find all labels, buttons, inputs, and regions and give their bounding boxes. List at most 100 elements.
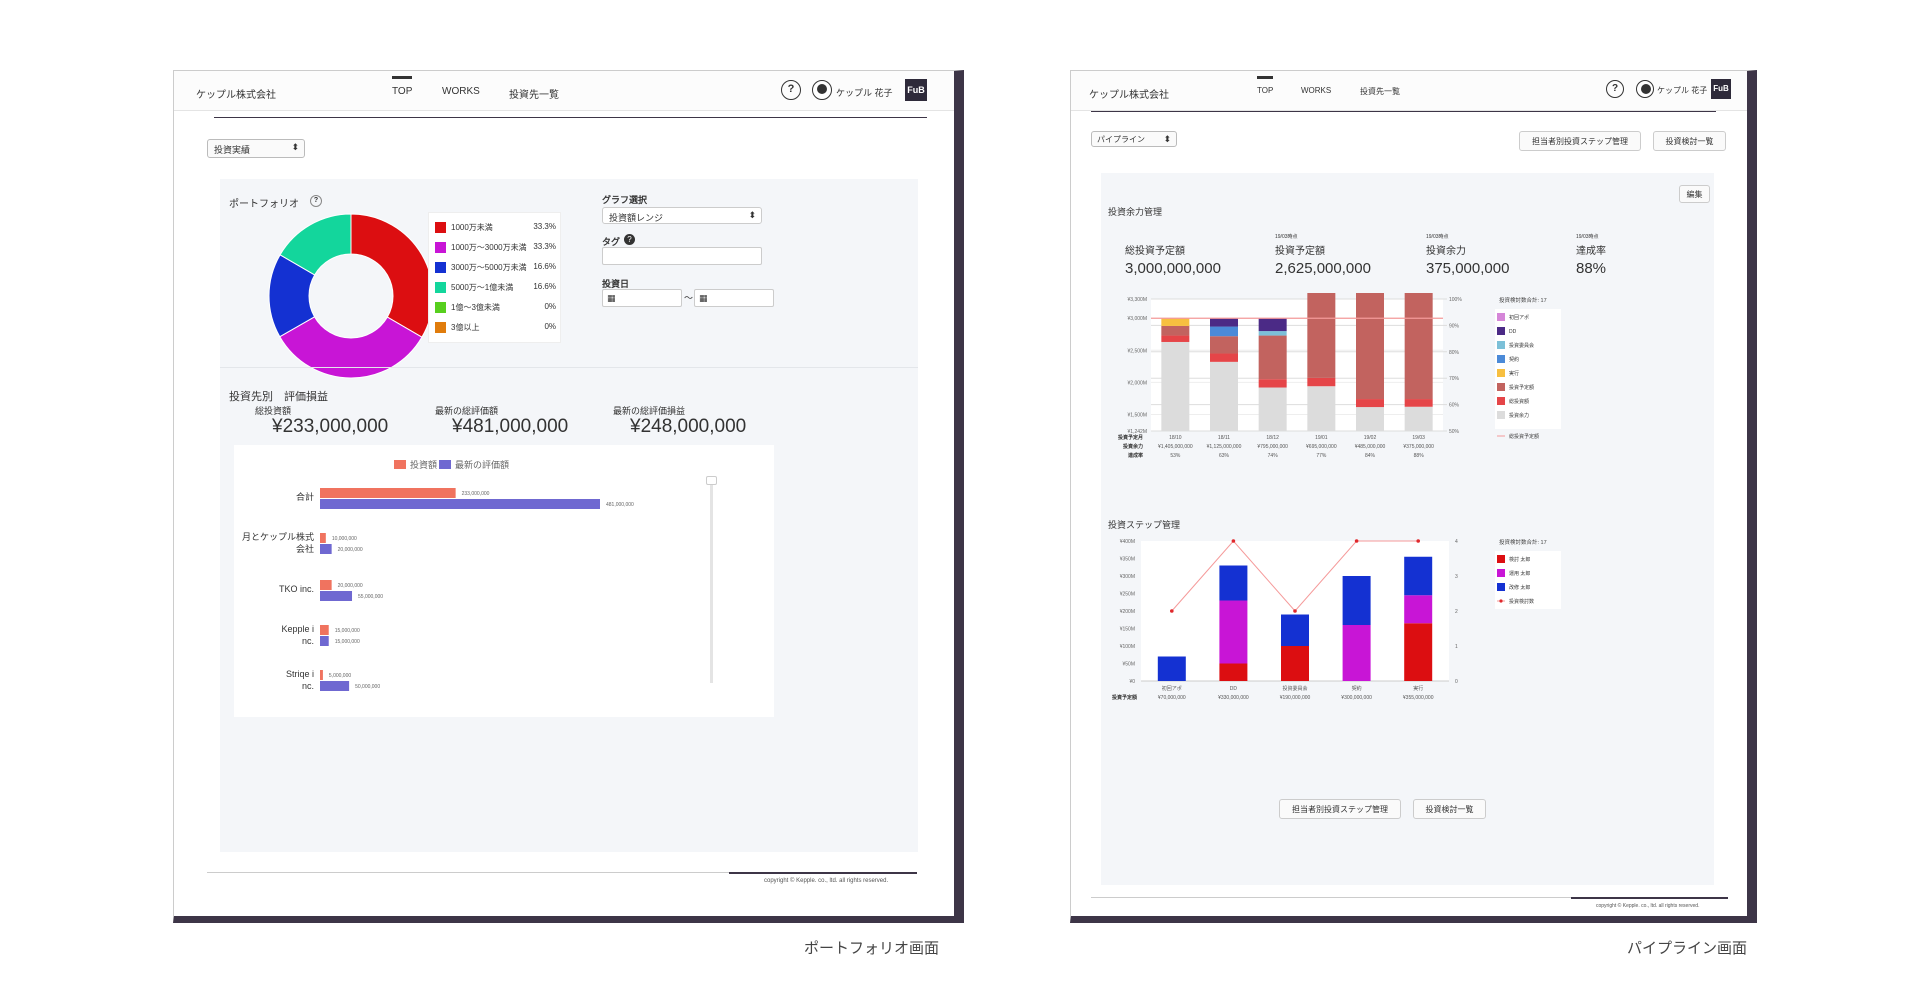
date-to-input[interactable]: ▦ (694, 289, 774, 307)
stacked-bar-segment (1307, 377, 1336, 387)
review-list-button[interactable]: 投資検討一覧 (1413, 799, 1486, 819)
help-icon[interactable]: ? (1606, 80, 1624, 98)
bar-category-label: Striqe i (286, 669, 314, 679)
legend-swatch (1497, 383, 1505, 391)
stacked-bar-segment (1258, 335, 1287, 380)
review-list-button[interactable]: 投資検討一覧 (1653, 131, 1726, 151)
portfolio-donut-chart (268, 213, 434, 379)
avatar[interactable] (1636, 80, 1654, 98)
capacity-value: ¥375,000,000 (1403, 444, 1434, 450)
summary-value: ¥233,000,000 (272, 416, 389, 437)
edit-button[interactable]: 編集 (1679, 185, 1710, 203)
x-tick-label: 18/12 (1266, 435, 1279, 441)
legend-header: 投資検討数合計: 17 (1499, 538, 1547, 546)
stat-note: 19/03時点 (1275, 234, 1298, 240)
nav-works[interactable]: WORKS (442, 86, 480, 97)
legend-label: 契約 (1509, 356, 1519, 363)
x-tick-label: 19/03 (1412, 435, 1425, 441)
count-point (1231, 539, 1236, 543)
valuation-bar (320, 681, 350, 691)
row-label: 投資予定月 (1118, 434, 1143, 441)
stacked-bar-segment (1342, 625, 1371, 681)
nav-top[interactable]: TOP (392, 76, 413, 97)
avatar[interactable] (812, 80, 832, 100)
user-name[interactable]: ケップル 花子 (836, 88, 893, 98)
nav-top[interactable]: TOP (1257, 76, 1274, 95)
stacked-bar-segment (1404, 406, 1433, 431)
y2-tick-label: 50% (1449, 429, 1460, 435)
company-name: ケップル株式会社 (196, 90, 276, 101)
scrollbar-handle[interactable] (706, 476, 717, 485)
legend-swatch (1497, 313, 1505, 321)
legend-item: 3億以上 0% (435, 321, 556, 334)
step-chart: ¥400M ¥350M ¥300M ¥250M ¥200M ¥150M ¥100M ¥50M ¥… (1112, 538, 1561, 701)
stacked-bar-segment (1210, 361, 1238, 431)
filter-select[interactable]: パイプライン (1091, 131, 1177, 147)
y2-tick-label: 60% (1449, 403, 1460, 409)
step-manage-button[interactable]: 担当者別投資ステップ管理 (1279, 799, 1401, 819)
gain-chart-card: 投資額 最新の評価額 合計 233,000,000 481,000,000 月とケップル株… (234, 445, 774, 717)
legend-swatch (435, 282, 446, 294)
date-from-input[interactable]: ▦ (602, 289, 682, 307)
bar-category-label: nc. (302, 681, 314, 691)
copyright: copyright © Kepple. co., ltd. all rights… (1596, 903, 1700, 909)
help-icon[interactable]: ? (310, 195, 322, 207)
x-tick-label: 18/11 (1218, 435, 1230, 441)
legend-swatch (1497, 397, 1505, 405)
y-tick-label: ¥2,500M (1128, 348, 1147, 354)
help-icon[interactable]: ? (781, 80, 801, 100)
y2-tick-label: 80% (1449, 350, 1460, 356)
company-name: ケップル株式会社 (1089, 90, 1169, 101)
valuation-bar (320, 591, 353, 601)
y-tick-label: ¥400M (1120, 539, 1135, 545)
y-tick-label: ¥0 (1129, 679, 1135, 685)
y2-tick-label: 1 (1455, 644, 1458, 650)
stacked-bar-segment (1356, 293, 1384, 400)
caption-pipeline: パイプライン画面 (1627, 940, 1748, 957)
portfolio-legend: 1000万未満 33.3% 1000万〜3000万未満 33.3% 3000万〜5000… (428, 212, 561, 343)
stat-value: 375,000,000 (1426, 260, 1510, 277)
bar-category-label: 月とケップル株式 (242, 531, 314, 542)
donut-slice (279, 213, 352, 276)
stat-note: 19/03時点 (1426, 234, 1449, 240)
tag-help-icon[interactable]: ? (624, 234, 635, 245)
legend-swatch (435, 262, 446, 274)
legend-item: 1000万〜3000万未満 33.3% (435, 241, 556, 254)
stacked-bar-segment (1210, 318, 1238, 327)
date-label: 投資日 (602, 279, 630, 289)
app-logo: FuB (905, 79, 927, 101)
legend-label: 検討 太郎 (1509, 556, 1530, 563)
y-tick-label: ¥150M (1120, 627, 1135, 633)
footer-line (207, 872, 917, 873)
count-point (1354, 539, 1359, 543)
nav-works[interactable]: WORKS (1301, 86, 1332, 95)
page-scrollbar[interactable] (1749, 113, 1752, 873)
capacity-value: ¥695,000,000 (1306, 444, 1337, 450)
rate-value: 77% (1316, 453, 1327, 459)
user-name[interactable]: ケップル 花子 (1657, 86, 1708, 95)
bar-category-label: 合計 (296, 491, 314, 502)
step-title: 投資ステップ管理 (1108, 520, 1181, 530)
filter-select[interactable]: 投資実績 (207, 139, 305, 158)
chart-scrollbar[interactable] (710, 479, 713, 683)
legend-box (1495, 551, 1561, 609)
rate-value: 84% (1365, 453, 1376, 459)
y-tick-label: ¥50M (1122, 662, 1135, 668)
y-tick-label: ¥1,500M (1128, 412, 1147, 418)
nav-investees[interactable]: 投資先一覧 (509, 90, 559, 101)
graph-select[interactable]: 投資額レンジ (602, 207, 762, 224)
nav-investees[interactable]: 投資先一覧 (1360, 87, 1400, 96)
calendar-icon: ▦ (607, 293, 616, 303)
bar-category-label: Kepple i (281, 624, 314, 634)
capacity-value: ¥795,000,000 (1257, 444, 1288, 450)
stacked-bar-segment (1404, 399, 1433, 407)
stacked-bar-segment (1161, 335, 1190, 342)
legend-label: 投資額 (410, 459, 437, 470)
legend-swatch (1497, 341, 1505, 349)
invest-bar (320, 670, 323, 680)
step-manage-button[interactable]: 担当者別投資ステップ管理 (1519, 131, 1641, 151)
rate-value: 74% (1268, 453, 1279, 459)
summary-label: 最新の総評価額 (435, 406, 499, 416)
tag-input[interactable] (602, 247, 762, 265)
stacked-bar-segment (1258, 387, 1287, 431)
